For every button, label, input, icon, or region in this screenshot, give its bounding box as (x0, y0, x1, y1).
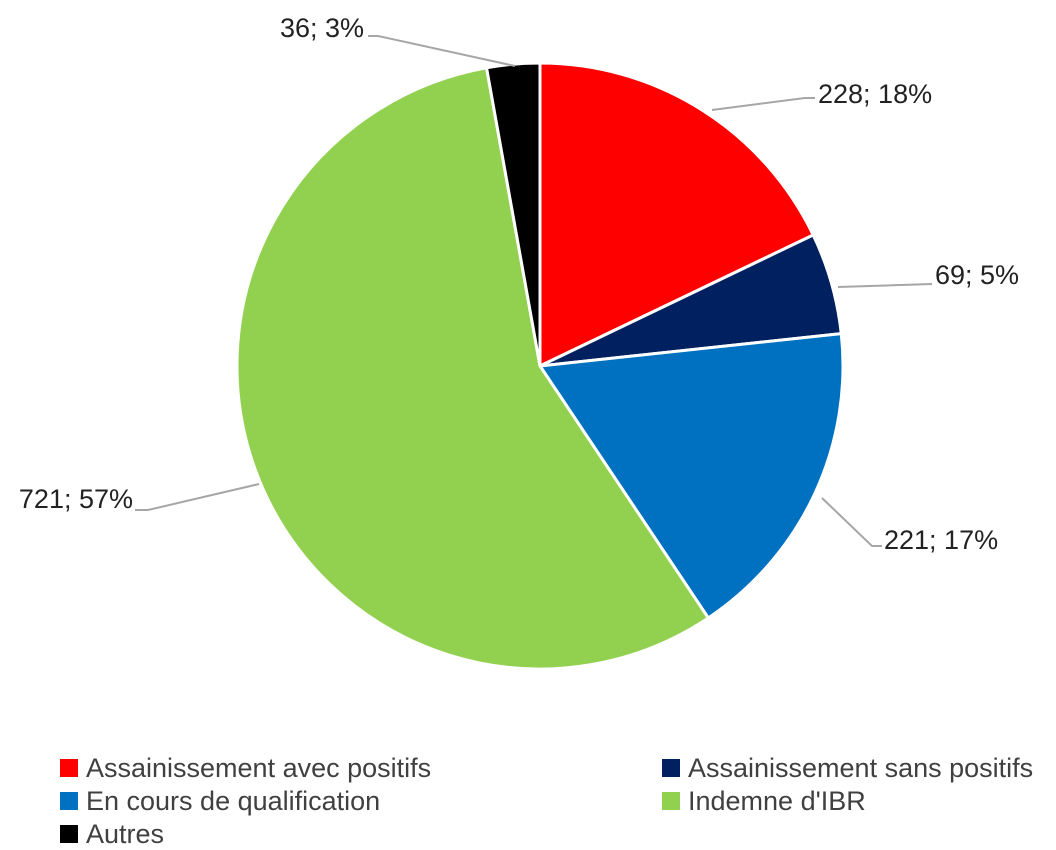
legend-item-en-cours-de-qualification: En cours de qualification (60, 785, 380, 817)
data-label-autres: 36; 3% (280, 13, 364, 43)
data-label-indemne-ibr: 721; 57% (19, 484, 133, 514)
legend-swatch (60, 792, 78, 810)
data-label-assainissement-sans-positifs: 69; 5% (935, 260, 1019, 290)
legend-item-autres: Autres (60, 818, 164, 850)
legend-label: Indemne d'IBR (688, 785, 866, 817)
leader-line-indemne-ibr (135, 484, 259, 510)
leader-line-autres (368, 36, 515, 66)
leader-line-assainissement-avec-positifs (712, 98, 815, 110)
legend-swatch (60, 825, 78, 843)
legend-label: Assainissement sans positifs (688, 752, 1033, 784)
data-label-assainissement-avec-positifs: 228; 18% (818, 79, 932, 109)
legend-item-indemne-ibr: Indemne d'IBR (662, 785, 866, 817)
legend-swatch (662, 792, 680, 810)
leader-line-assainissement-sans-positifs (838, 284, 932, 287)
legend-label: En cours de qualification (86, 785, 380, 817)
data-label-en-cours-de-qualification: 221; 17% (884, 525, 998, 555)
pie-slices (237, 63, 843, 669)
pie-chart: 228; 18% 69; 5% 221; 17% 721; 57% 36; 3% (0, 0, 1056, 740)
legend-swatch (60, 759, 78, 777)
legend-label: Autres (86, 818, 164, 850)
legend-item-assainissement-avec-positifs: Assainissement avec positifs (60, 752, 431, 784)
legend-swatch (662, 759, 680, 777)
leader-line-en-cours-de-qualification (822, 498, 882, 546)
legend-item-assainissement-sans-positifs: Assainissement sans positifs (662, 752, 1033, 784)
legend-label: Assainissement avec positifs (86, 752, 431, 784)
